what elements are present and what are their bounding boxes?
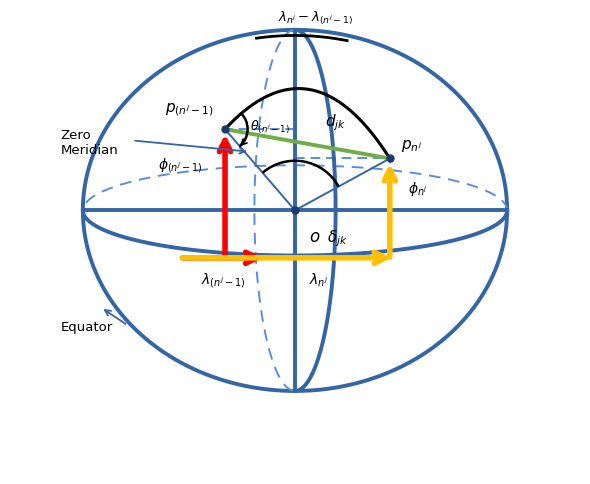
Text: $o$: $o$ (309, 228, 320, 246)
Text: $\lambda_{n^{j}}$: $\lambda_{n^{j}}$ (309, 272, 329, 289)
Text: $\delta_{jk}$: $\delta_{jk}$ (327, 228, 348, 249)
Text: $d_{jk}$: $d_{jk}$ (326, 112, 346, 133)
Text: $p_{(n^{j}-1)}$: $p_{(n^{j}-1)}$ (165, 101, 214, 118)
Text: $p_{n^{j}}$: $p_{n^{j}}$ (401, 138, 422, 154)
Text: $\theta_{(n^{j}-1)}$: $\theta_{(n^{j}-1)}$ (250, 118, 290, 136)
Text: Equator: Equator (60, 321, 113, 334)
Text: $\phi_{(n^{j}-1)}$: $\phi_{(n^{j}-1)}$ (158, 156, 202, 175)
Text: $\lambda_{n^{j}} - \lambda_{(n^{j}-1)}$: $\lambda_{n^{j}} - \lambda_{(n^{j}-1)}$ (278, 10, 353, 27)
Text: $\lambda_{(n^{j}-1)}$: $\lambda_{(n^{j}-1)}$ (201, 272, 245, 290)
Text: $\phi_{n^{j}}$: $\phi_{n^{j}}$ (408, 180, 428, 198)
Text: Zero
Meridian: Zero Meridian (60, 129, 118, 157)
